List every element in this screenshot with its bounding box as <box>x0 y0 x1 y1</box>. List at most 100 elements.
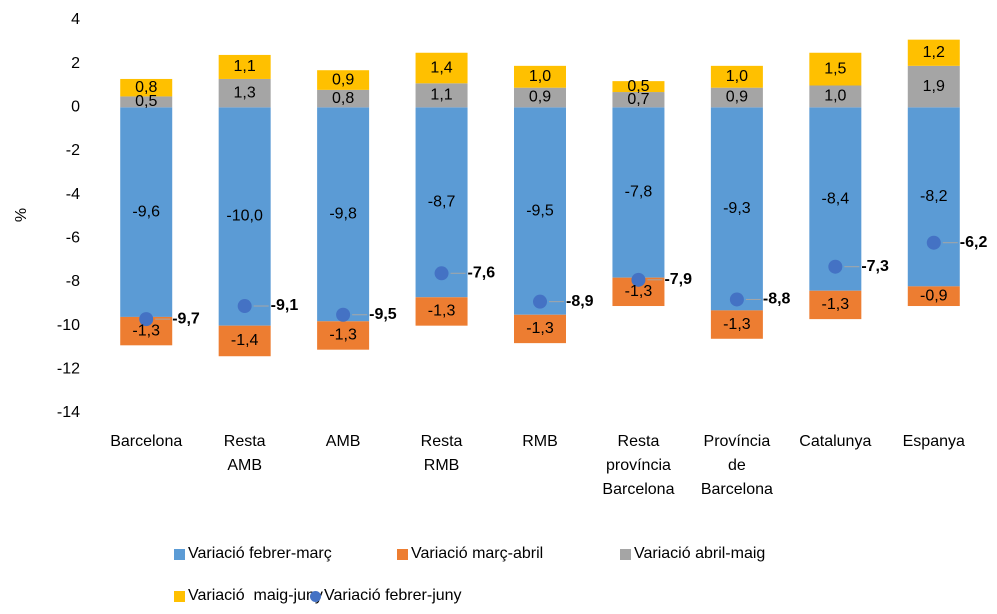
x-tick-label: Catalunya <box>799 433 872 450</box>
bar-segment <box>514 314 566 344</box>
bar-label: 1,4 <box>430 59 452 76</box>
legend-item: Variació febrer-març <box>174 545 332 563</box>
dot <box>237 299 252 314</box>
bar-segment <box>710 87 763 108</box>
bar-segment <box>612 107 665 278</box>
bar-label: 1,3 <box>234 84 256 101</box>
legend-swatch <box>310 590 321 602</box>
bar-segment <box>218 54 271 79</box>
bar-label: 1,0 <box>824 88 846 105</box>
dot-label: -9,7 <box>172 310 200 327</box>
bar-segment <box>809 52 862 86</box>
bar-label: 1,0 <box>529 68 551 85</box>
legend-label: Variació abril-maig <box>634 545 766 562</box>
bar-label: -1,4 <box>231 332 259 349</box>
x-tick-label: Espanya <box>902 433 965 450</box>
bar-label: -9,5 <box>526 202 554 219</box>
legend-swatch <box>174 548 185 560</box>
bar-segment <box>710 107 763 311</box>
bar-segment <box>907 39 960 66</box>
dot-label: -8,9 <box>566 293 594 310</box>
legend-item: Variació febrer-juny <box>310 587 462 605</box>
legend-item: Variació maig-juny <box>174 587 323 605</box>
bar-segment <box>907 107 960 287</box>
legend-item: Variació abril-maig <box>620 545 765 563</box>
bar-segment <box>907 286 960 307</box>
bar-segment <box>514 107 566 315</box>
bar-segment <box>317 107 370 322</box>
bar-label: 1,0 <box>726 68 748 85</box>
y-tick-label: -10 <box>57 317 80 334</box>
bar-segment <box>120 78 173 97</box>
y-tick-label: -2 <box>66 142 80 159</box>
x-tick-label: Resta AMB <box>223 433 266 474</box>
legend-item: Variació març-abril <box>397 545 543 563</box>
bar-label: -1,3 <box>822 296 850 313</box>
bar-segment <box>317 89 370 108</box>
dot <box>336 307 351 322</box>
legend-label: Variació maig-juny <box>188 587 323 604</box>
bar-label: 1,9 <box>923 78 945 95</box>
dot-label: -6,2 <box>960 234 988 251</box>
bar-segment <box>415 52 468 84</box>
bar-segment <box>218 78 271 108</box>
bar-segment <box>710 310 763 339</box>
x-tick-label: Resta RMB <box>420 433 463 474</box>
y-tick-label: 4 <box>71 11 80 28</box>
bar-label: -1,3 <box>723 316 751 333</box>
bar-segment <box>317 321 370 350</box>
bar-label: -8,2 <box>920 188 948 205</box>
bar-label: -1,3 <box>428 303 456 320</box>
bar-label: -9,6 <box>132 203 160 220</box>
bar-segment <box>415 83 468 108</box>
bar-label: 0,8 <box>332 90 354 107</box>
x-tick-label: Província de Barcelona <box>700 433 773 498</box>
dot <box>631 272 646 287</box>
bar-label: 0,9 <box>332 71 354 88</box>
x-tick-label: Barcelona <box>110 433 183 450</box>
y-tick-label: -4 <box>66 186 80 203</box>
dot <box>926 235 941 250</box>
dot-label: -9,5 <box>369 306 397 323</box>
y-axis-label: % <box>13 208 30 222</box>
dot <box>434 266 449 281</box>
dot <box>139 312 154 327</box>
bar-label: -10,0 <box>226 208 263 225</box>
bar-segment <box>514 87 566 108</box>
bar-label: 0,8 <box>135 79 157 96</box>
bar-segment <box>612 92 665 108</box>
legend-swatch <box>620 548 631 560</box>
y-tick-label: -12 <box>57 361 80 378</box>
dot-label: -8,8 <box>763 291 791 308</box>
y-tick-label: 2 <box>71 55 80 72</box>
legend-label: Variació febrer-juny <box>324 587 462 604</box>
bar-label: -9,8 <box>329 206 357 223</box>
bar-label: 1,5 <box>824 60 846 77</box>
bar-segment <box>612 81 665 93</box>
bar-label: -1,3 <box>526 320 554 337</box>
dot-label: -7,9 <box>664 271 692 288</box>
legend-swatch <box>174 590 185 602</box>
bar-label: -9,3 <box>723 200 751 217</box>
legend-label: Variació març-abril <box>411 545 544 562</box>
bar-segment <box>809 290 862 320</box>
dot <box>533 294 547 309</box>
bar-label: 0,5 <box>627 78 649 95</box>
dot-label: -9,1 <box>271 297 299 314</box>
dot-label: -7,6 <box>468 264 496 281</box>
bar-segment <box>514 65 566 88</box>
bar-segment <box>317 70 370 90</box>
bar-label: -1,3 <box>625 283 653 300</box>
bar-segment <box>120 107 173 317</box>
bar-label: -7,8 <box>625 184 653 201</box>
bar-label: -1,3 <box>132 322 160 339</box>
bar-segment <box>710 65 763 88</box>
bar-label: 0,5 <box>135 93 157 110</box>
dot-label: -7,3 <box>861 258 889 275</box>
bar-segment <box>809 85 862 108</box>
bar-label: 1,2 <box>923 44 945 61</box>
bar-label: -8,7 <box>428 194 456 211</box>
bar-segment <box>218 325 271 357</box>
